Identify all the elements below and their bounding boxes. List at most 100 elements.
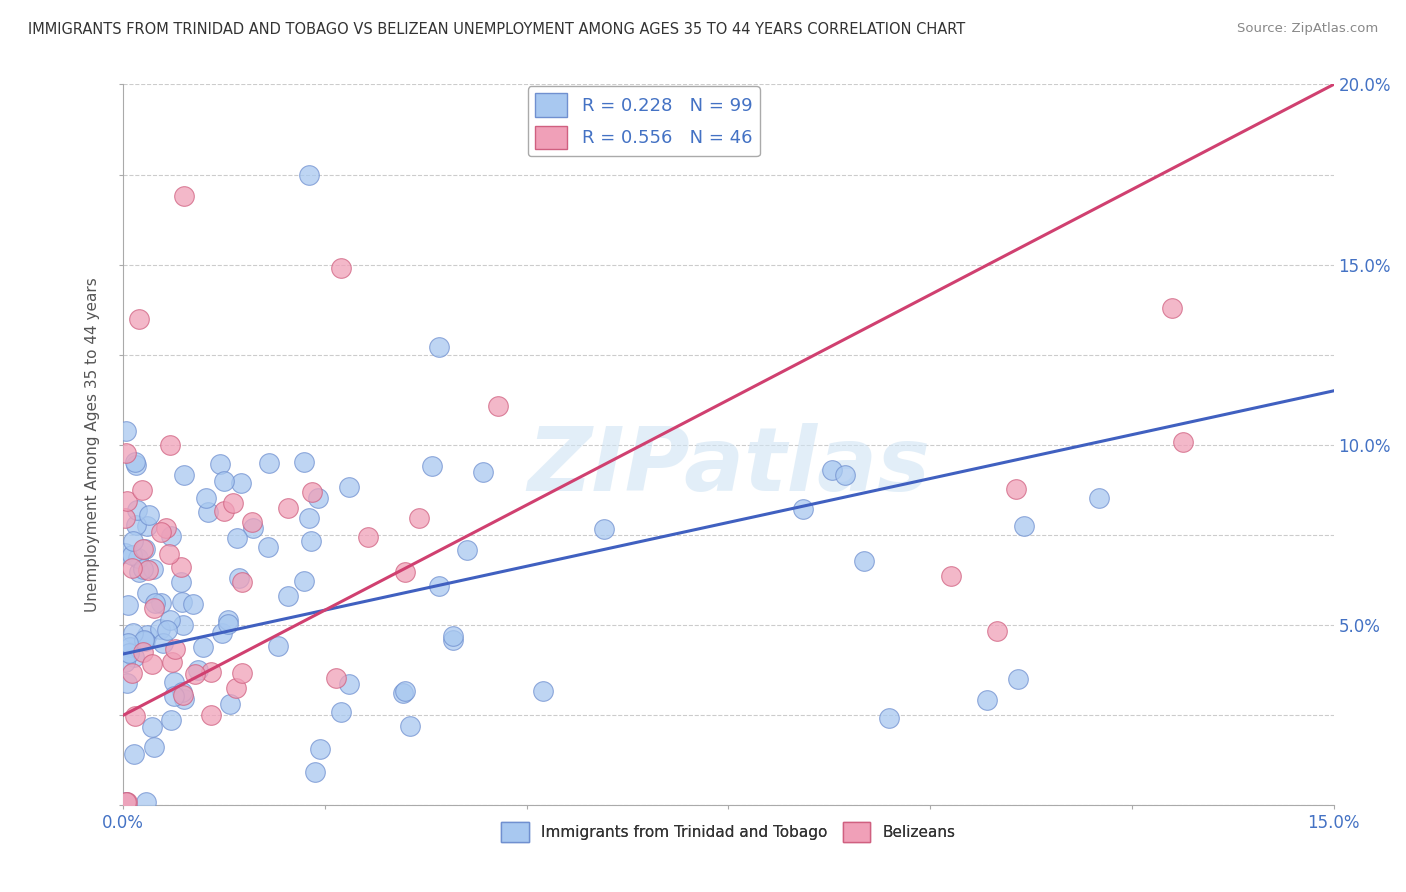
Point — [214, 474, 236, 488]
Point — [142, 601, 165, 615]
Point — [225, 681, 247, 695]
Point — [115, 795, 138, 809]
Point — [1171, 435, 1194, 450]
Point — [792, 501, 814, 516]
Point — [183, 666, 205, 681]
Point — [124, 709, 146, 723]
Point — [141, 720, 163, 734]
Point — [853, 554, 876, 568]
Point — [187, 663, 209, 677]
Point — [337, 677, 360, 691]
Point — [143, 596, 166, 610]
Point — [292, 455, 315, 469]
Point — [456, 543, 478, 558]
Point — [170, 685, 193, 699]
Point — [149, 596, 172, 610]
Point — [392, 686, 415, 700]
Point — [208, 457, 231, 471]
Point — [257, 541, 280, 555]
Point — [408, 510, 430, 524]
Point — [441, 629, 464, 643]
Point — [156, 623, 179, 637]
Point — [1007, 673, 1029, 687]
Point — [125, 458, 148, 472]
Point — [135, 628, 157, 642]
Point — [128, 565, 150, 579]
Point — [118, 646, 141, 660]
Point — [135, 795, 157, 809]
Point — [394, 684, 416, 698]
Point — [329, 705, 352, 719]
Point — [299, 534, 322, 549]
Point — [172, 618, 194, 632]
Point — [115, 424, 138, 438]
Point — [486, 399, 509, 413]
Point — [226, 531, 249, 545]
Point — [117, 636, 139, 650]
Point — [122, 650, 145, 665]
Point — [191, 640, 214, 654]
Point — [267, 639, 290, 653]
Point — [160, 655, 183, 669]
Point — [298, 511, 321, 525]
Point — [292, 574, 315, 588]
Point — [170, 574, 193, 589]
Point — [304, 765, 326, 780]
Point — [217, 617, 239, 632]
Point — [132, 542, 155, 557]
Point — [132, 645, 155, 659]
Point — [307, 491, 329, 506]
Point — [173, 467, 195, 482]
Point — [531, 684, 554, 698]
Point — [325, 671, 347, 685]
Point — [169, 560, 191, 574]
Point — [134, 542, 156, 557]
Point — [134, 633, 156, 648]
Point — [277, 501, 299, 516]
Point — [172, 594, 194, 608]
Point — [357, 530, 380, 544]
Point — [429, 579, 451, 593]
Point — [339, 480, 361, 494]
Point — [219, 697, 242, 711]
Point — [114, 546, 136, 560]
Point — [136, 519, 159, 533]
Y-axis label: Unemployment Among Ages 35 to 44 years: Unemployment Among Ages 35 to 44 years — [86, 277, 100, 612]
Point — [420, 458, 443, 473]
Text: Source: ZipAtlas.com: Source: ZipAtlas.com — [1237, 22, 1378, 36]
Point — [200, 708, 222, 723]
Point — [173, 691, 195, 706]
Point — [115, 493, 138, 508]
Point — [394, 566, 416, 580]
Point — [398, 719, 420, 733]
Point — [330, 260, 353, 275]
Point — [125, 518, 148, 533]
Point — [114, 655, 136, 669]
Point — [471, 466, 494, 480]
Point — [149, 525, 172, 540]
Legend: Immigrants from Trinidad and Tobago, Belizeans: Immigrants from Trinidad and Tobago, Bel… — [495, 816, 962, 848]
Point — [121, 549, 143, 563]
Point — [941, 569, 963, 583]
Point — [173, 189, 195, 203]
Point — [122, 747, 145, 762]
Point — [1161, 301, 1184, 315]
Point — [159, 713, 181, 727]
Point — [142, 739, 165, 754]
Point — [163, 642, 186, 657]
Point — [131, 562, 153, 576]
Point — [211, 625, 233, 640]
Point — [128, 311, 150, 326]
Point — [820, 463, 842, 477]
Point — [308, 742, 330, 756]
Point — [441, 632, 464, 647]
Point — [127, 503, 149, 517]
Point — [118, 640, 141, 655]
Point — [231, 665, 253, 680]
Point — [122, 626, 145, 640]
Point — [877, 710, 900, 724]
Point — [217, 613, 239, 627]
Text: IMMIGRANTS FROM TRINIDAD AND TOBAGO VS BELIZEAN UNEMPLOYMENT AMONG AGES 35 TO 44: IMMIGRANTS FROM TRINIDAD AND TOBAGO VS B… — [28, 22, 966, 37]
Point — [132, 633, 155, 648]
Point — [593, 522, 616, 536]
